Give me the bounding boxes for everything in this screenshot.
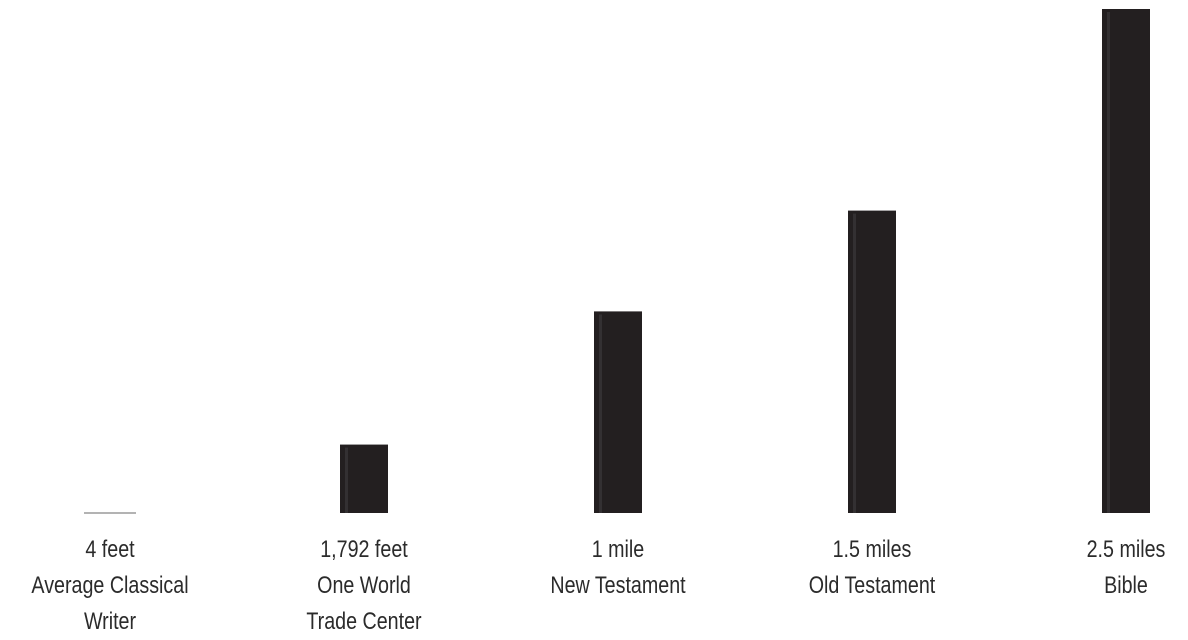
bar-1 bbox=[340, 444, 388, 513]
value-label: 1 mile bbox=[591, 536, 645, 563]
value-label: 1,792 feet bbox=[320, 536, 408, 563]
bar-4 bbox=[1102, 9, 1150, 513]
bar-shading bbox=[345, 447, 348, 513]
value-label: 1.5 miles bbox=[832, 536, 912, 563]
category-label-2: 1 mile New Testament bbox=[520, 532, 717, 604]
category-name-line: New Testament bbox=[550, 572, 686, 599]
value-label: 2.5 miles bbox=[1086, 536, 1166, 563]
category-name-line: Writer bbox=[83, 608, 137, 635]
bar-shading bbox=[1107, 12, 1110, 513]
bar-shading bbox=[853, 213, 856, 513]
category-name-line: One World bbox=[317, 572, 411, 599]
category-name-line: Bible bbox=[1104, 572, 1148, 599]
bar-shading bbox=[599, 314, 602, 513]
category-name-line: Trade Center bbox=[306, 608, 422, 635]
category-label-4: 2.5 miles Bible bbox=[1028, 532, 1188, 604]
value-label: 4 feet bbox=[85, 536, 135, 563]
category-label-0: 4 feet Average Classical Writer bbox=[12, 532, 209, 640]
category-label-1: 1,792 feet One World Trade Center bbox=[266, 532, 463, 640]
bar-2 bbox=[594, 311, 642, 513]
category-name-line: Old Testament bbox=[808, 572, 936, 599]
category-name-line: Average Classical bbox=[31, 572, 189, 599]
bar-3 bbox=[848, 210, 896, 513]
category-label-3: 1.5 miles Old Testament bbox=[774, 532, 971, 604]
